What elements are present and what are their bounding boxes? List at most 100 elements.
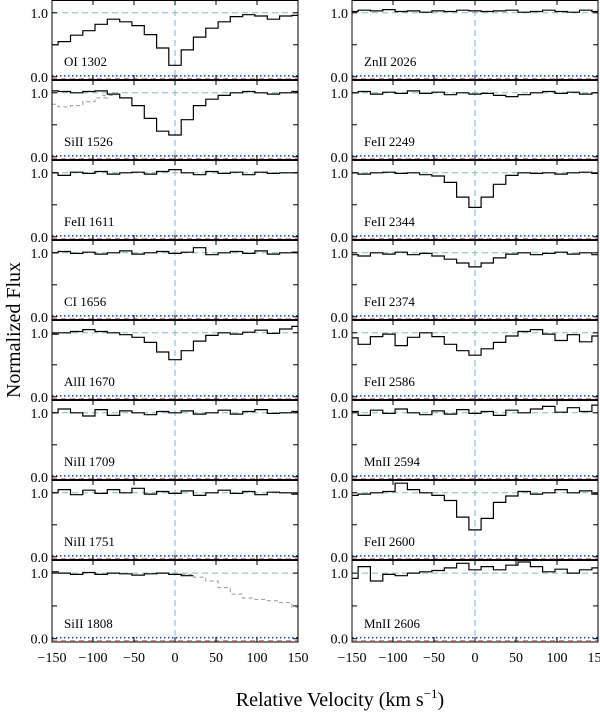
y-tick-label: 0.0 (31, 231, 49, 246)
panel: 0.0 1.0 FeII 2600 (331, 479, 599, 566)
y-tick-label: 1.0 (31, 487, 49, 502)
y-tick-label: 0.0 (31, 391, 49, 406)
y-tick-label: 0.0 (31, 551, 49, 566)
ion-label: FeII 2586 (364, 374, 415, 389)
ion-label: OI 1302 (64, 54, 107, 69)
y-tick-label: 1.0 (31, 407, 49, 422)
panel: 0.0 1.0 FeII 1611 (31, 159, 299, 246)
ion-label: SiII 1526 (64, 134, 113, 149)
x-tick-label: 0 (172, 651, 179, 666)
panel: 0.0 1.0 OI 1302 (31, 0, 299, 86)
ion-label: FeII 2374 (364, 294, 415, 309)
panel: 0.0 1.0 MnII 2594 (331, 399, 599, 486)
y-tick-label: 1.0 (331, 167, 349, 182)
y-tick-label: 1.0 (31, 7, 49, 22)
y-tick-label: 0.0 (331, 633, 349, 648)
ion-label: AlII 1670 (64, 374, 115, 389)
blend-spectrum (181, 573, 298, 608)
y-tick-label: 0.0 (331, 471, 349, 486)
spectrum-line (352, 561, 598, 582)
spectrum-line (352, 251, 598, 268)
y-tick-label: 0.0 (331, 551, 349, 566)
x-tick-label: 100 (547, 651, 568, 666)
y-tick-label: 1.0 (331, 247, 349, 262)
y-tick-label: 1.0 (331, 487, 349, 502)
ion-label: NiII 1751 (64, 534, 115, 549)
x-tick-label: −150 (338, 651, 367, 666)
x-tick-label: −50 (123, 651, 145, 666)
ion-label: FeII 2344 (364, 214, 415, 229)
y-tick-label: 1.0 (31, 567, 49, 582)
panel: 0.0 1.0 SiII 1526 (31, 79, 299, 166)
panel: 0.0 1.0 NiII 1709 (31, 399, 299, 486)
x-tick-label: −150 (38, 651, 67, 666)
x-tick-label: 150 (288, 651, 309, 666)
ion-label: ZnII 2026 (364, 54, 417, 69)
ion-label: FeII 1611 (64, 214, 114, 229)
y-tick-label: 0.0 (31, 311, 49, 326)
spectrum-line (352, 482, 598, 531)
x-axis-title: Relative Velocity (km s−1) (236, 686, 444, 711)
spectrum-line (52, 90, 298, 136)
x-tick-label: 100 (247, 651, 268, 666)
x-tick-label: −100 (379, 651, 408, 666)
y-tick-label: 1.0 (31, 247, 49, 262)
spectrum-line (352, 329, 598, 356)
spectrum-line (352, 404, 598, 416)
panel: 0.0 1.0 MnII 2606 (331, 559, 599, 648)
x-tick-label: 150 (588, 651, 600, 666)
y-tick-label: 1.0 (331, 327, 349, 342)
ion-label: CI 1656 (64, 294, 107, 309)
spectrum-line (52, 571, 194, 577)
y-tick-label: 0.0 (331, 231, 349, 246)
y-tick-label: 0.0 (31, 633, 49, 648)
x-axis-title-exponent: −1 (424, 686, 438, 701)
y-tick-label: 0.0 (331, 311, 349, 326)
y-tick-label: 0.0 (31, 151, 49, 166)
panel: 0.0 1.0 FeII 2249 (331, 79, 599, 166)
panel: 0.0 1.0 FeII 2586 (331, 319, 599, 406)
y-tick-label: 1.0 (331, 407, 349, 422)
ion-label: FeII 2600 (364, 534, 415, 549)
blend-spectrum (52, 94, 116, 108)
panel: 0.0 1.0 SiII 1808 (31, 559, 299, 648)
x-tick-label: −50 (423, 651, 445, 666)
y-tick-label: 1.0 (31, 87, 49, 102)
y-axis-title: Normalized Flux (3, 262, 25, 398)
panel: 0.0 1.0 FeII 2374 (331, 239, 599, 326)
x-tick-label: 0 (472, 651, 479, 666)
spectrum-line (52, 487, 298, 496)
y-tick-label: 1.0 (331, 567, 349, 582)
y-tick-label: 1.0 (31, 167, 49, 182)
y-tick-label: 1.0 (31, 327, 49, 342)
x-tick-label: −100 (79, 651, 108, 666)
y-tick-label: 0.0 (31, 71, 49, 86)
x-axis-title-close: ) (438, 689, 445, 711)
y-tick-label: 0.0 (331, 71, 349, 86)
y-tick-label: 0.0 (331, 151, 349, 166)
panel: 0.0 1.0 CI 1656 (31, 239, 299, 326)
spectrum-line (352, 171, 598, 208)
ion-label: SiII 1808 (64, 616, 113, 631)
y-tick-label: 0.0 (331, 391, 349, 406)
panel: 0.0 1.0 ZnII 2026 (331, 0, 599, 86)
y-tick-label: 1.0 (331, 87, 349, 102)
ion-label: MnII 2606 (364, 616, 420, 631)
y-tick-label: 0.0 (31, 471, 49, 486)
panel: 0.0 1.0 FeII 2344 (331, 159, 599, 246)
ion-label: MnII 2594 (364, 454, 420, 469)
panel: 0.0 1.0 NiII 1751 (31, 479, 299, 566)
x-tick-label: 50 (209, 651, 223, 666)
y-tick-label: 1.0 (331, 7, 349, 22)
spectrum-line (52, 247, 298, 256)
spectrum-line (352, 9, 598, 13)
x-tick-label: 50 (509, 651, 523, 666)
panel: 0.0 1.0 AlII 1670 (31, 319, 299, 406)
x-tick-labels: −150 −100 −50 0 50 100 150 −150 −100 −50 0 50 100 150 (38, 651, 600, 666)
spectrum-line (352, 90, 598, 98)
spectrum-line (52, 14, 298, 66)
ion-label: NiII 1709 (64, 454, 115, 469)
spectrum-line (52, 169, 298, 176)
